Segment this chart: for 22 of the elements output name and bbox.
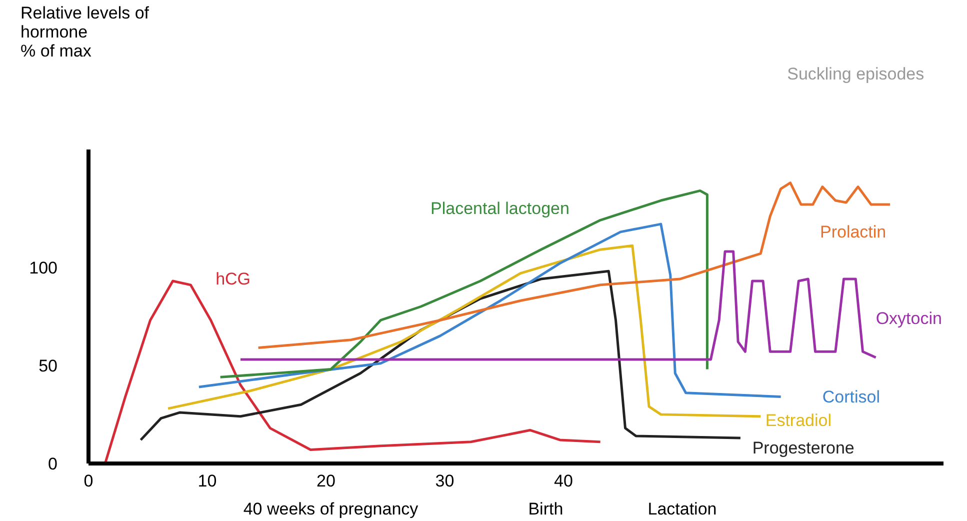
series-label: Estradiol xyxy=(765,410,832,430)
text: Birth xyxy=(528,500,564,518)
x-tick-label: 20 xyxy=(316,472,336,490)
y-tick-label: 50 xyxy=(38,356,58,376)
y-tick-label: 100 xyxy=(29,258,58,278)
x-tick-label: 30 xyxy=(435,472,454,490)
series-label: Progesterone xyxy=(752,438,854,458)
text: Cortisol xyxy=(822,387,880,406)
line-series xyxy=(166,244,762,418)
x-tick-label: 40 xyxy=(554,472,573,490)
x-tick-label: 10 xyxy=(198,472,217,490)
text: Lactation xyxy=(648,500,717,518)
y-tick-label: 0 xyxy=(48,454,58,474)
x-tick-label: 0 xyxy=(84,472,94,490)
line-series xyxy=(198,222,782,398)
text: Suckling episodes xyxy=(787,64,924,84)
text: Relative levels of hormone % of max xyxy=(20,4,150,60)
x-axis-title: 40 weeks of pregnancy xyxy=(243,500,419,518)
series-label: hCG xyxy=(216,270,251,289)
series-label: Prolactin xyxy=(820,222,886,242)
series-label: Oxytocin xyxy=(876,308,942,328)
series-label: Placental lactogen xyxy=(430,198,570,218)
